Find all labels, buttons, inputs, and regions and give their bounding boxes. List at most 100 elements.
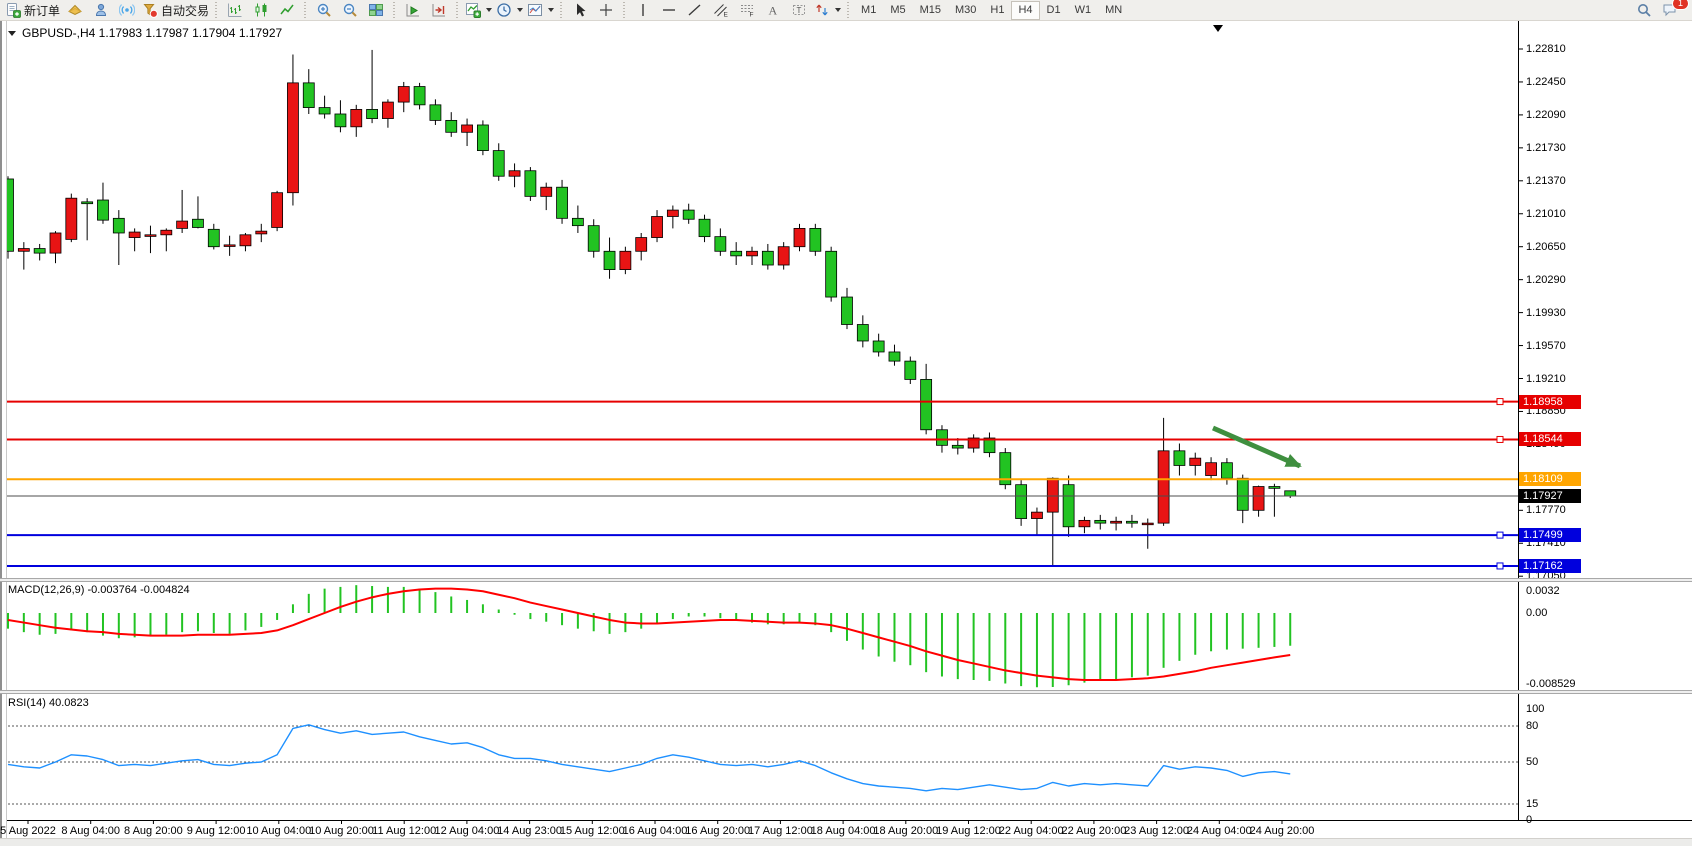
- svg-text:F: F: [750, 12, 754, 19]
- price-axis-label: 1.22450: [1526, 75, 1566, 88]
- toolbar-grip: [846, 2, 852, 18]
- label-tool-button[interactable]: T: [786, 1, 812, 20]
- time-axis-label: 10 Aug 20:00: [309, 825, 374, 837]
- horizontal-line-tool-button[interactable]: [656, 1, 682, 20]
- bar-chart-icon: [228, 3, 242, 17]
- chart-shift-marker[interactable]: [1213, 25, 1223, 32]
- candle-body: [856, 324, 869, 342]
- fibonacci-tool-button[interactable]: F: [734, 1, 760, 20]
- time-axis-label: 24 Aug 20:00: [1249, 825, 1315, 837]
- timeframe-button-mn[interactable]: MN: [1105, 3, 1123, 16]
- timeframe-button-m1[interactable]: M1: [861, 3, 877, 16]
- templates-button[interactable]: [525, 1, 556, 20]
- equidistant-channel-icon: E: [714, 4, 729, 18]
- macd-axis-label: 0.0032: [1526, 585, 1560, 597]
- line-handle[interactable]: [1496, 562, 1504, 570]
- tile-windows-button[interactable]: [363, 1, 389, 20]
- price-axis-label: 1.19930: [1526, 306, 1566, 319]
- rsi-axis-label: 100: [1526, 703, 1545, 715]
- line-handle[interactable]: [1496, 398, 1504, 406]
- candle-body: [635, 237, 648, 252]
- market-watch-button[interactable]: [62, 1, 88, 20]
- arrows-tool-button[interactable]: [812, 1, 843, 20]
- timeframe-button-d1[interactable]: D1: [1046, 3, 1061, 16]
- candle-body: [730, 250, 743, 257]
- line-handle[interactable]: [1496, 435, 1504, 443]
- chart-canvas[interactable]: [0, 21, 1692, 845]
- time-axis-label: 8 Aug 20:00: [124, 825, 183, 837]
- timeframe-button-h4[interactable]: H4: [1011, 0, 1040, 20]
- cursor-button[interactable]: [567, 1, 593, 20]
- candle-body: [698, 218, 711, 238]
- candle-body: [951, 444, 964, 449]
- candle-body: [936, 429, 948, 446]
- channel-tool-button[interactable]: E: [708, 1, 734, 20]
- pane-splitter-macd[interactable]: [0, 578, 1692, 582]
- tile-windows-icon: [369, 4, 384, 16]
- candle-body: [920, 379, 933, 431]
- timeframe-button-m15[interactable]: M15: [919, 3, 941, 16]
- periods-dropdown-icon[interactable]: [517, 8, 524, 12]
- cursor-icon: [577, 3, 586, 17]
- candle-body: [1205, 462, 1217, 476]
- chart-shift-button[interactable]: [426, 1, 452, 20]
- candle-body: [492, 150, 505, 177]
- text-tool-button[interactable]: A: [760, 1, 786, 20]
- indicators-button[interactable]: [463, 1, 494, 20]
- templates-dropdown-icon[interactable]: [548, 8, 555, 12]
- crosshair-button[interactable]: [593, 1, 619, 20]
- autotrading-button[interactable]: 自动交易: [140, 1, 211, 20]
- candle-body: [508, 170, 521, 177]
- candle-body: [192, 218, 204, 228]
- time-axis-label: 17 Aug 12:00: [747, 825, 813, 837]
- candlestick-chart-button[interactable]: [248, 1, 274, 20]
- time-axis-label: 19 Aug 12:00: [936, 825, 1001, 837]
- periods-button[interactable]: [494, 1, 525, 20]
- auto-scroll-button[interactable]: [400, 1, 426, 20]
- macd-axis-label: -0.008529: [1526, 678, 1576, 690]
- candle-body: [1173, 450, 1186, 466]
- timeframe-button-w1[interactable]: W1: [1074, 3, 1092, 16]
- auto-scroll-icon: [406, 4, 420, 17]
- line-handle[interactable]: [1496, 531, 1504, 539]
- new-order-button[interactable]: 新订单: [3, 1, 62, 20]
- timeframe-button-m5[interactable]: M5: [890, 3, 906, 16]
- template-icon: [528, 4, 543, 16]
- candle-body: [476, 124, 489, 151]
- chart-menu-icon[interactable]: [8, 30, 16, 36]
- price-axis-label: 1.19570: [1526, 339, 1566, 352]
- candlestick-chart-icon: [255, 3, 267, 17]
- candle-body: [112, 217, 125, 234]
- arrows-dropdown-icon[interactable]: [835, 8, 842, 12]
- trendline-tool-button[interactable]: [682, 1, 708, 20]
- rsi-axis-label: 15: [1526, 798, 1539, 810]
- time-axis-label: 5 Aug 2022: [0, 825, 56, 837]
- candle-body: [793, 227, 806, 248]
- zoom-out-button[interactable]: [337, 1, 363, 20]
- bar-chart-button[interactable]: [222, 1, 248, 20]
- candle-body: [1157, 450, 1170, 524]
- time-axis-label: 16 Aug 04:00: [622, 825, 688, 837]
- rsi-label: RSI(14) 40.0823: [8, 697, 89, 709]
- indicators-dropdown-icon[interactable]: [486, 8, 493, 12]
- indicators-icon: [466, 3, 482, 18]
- pane-splitter-rsi[interactable]: [0, 690, 1692, 694]
- notifications-button[interactable]: 1: [1657, 0, 1689, 20]
- timeframe-button-h1[interactable]: H1: [990, 3, 1005, 16]
- vertical-line-tool-button[interactable]: [630, 1, 656, 20]
- price-line-tag: 1.18544: [1519, 432, 1581, 447]
- trend-arrow-annotation[interactable]: [1211, 425, 1302, 469]
- rsi-axis-label: 80: [1526, 720, 1539, 732]
- search-button[interactable]: [1631, 1, 1657, 20]
- timeframe-button-m30[interactable]: M30: [955, 3, 977, 16]
- chart-shift-icon: [432, 4, 446, 17]
- signals-button[interactable]: [114, 1, 140, 20]
- text-label-icon: T: [793, 5, 806, 15]
- candle-body: [445, 119, 458, 133]
- price-axis-label: 1.21730: [1526, 141, 1566, 154]
- community-button[interactable]: [88, 1, 114, 20]
- zoom-in-button[interactable]: [311, 1, 337, 20]
- line-chart-button[interactable]: [274, 1, 300, 20]
- time-axis-label: 18 Aug 20:00: [873, 825, 939, 837]
- arrows-tool-icon: [816, 4, 828, 16]
